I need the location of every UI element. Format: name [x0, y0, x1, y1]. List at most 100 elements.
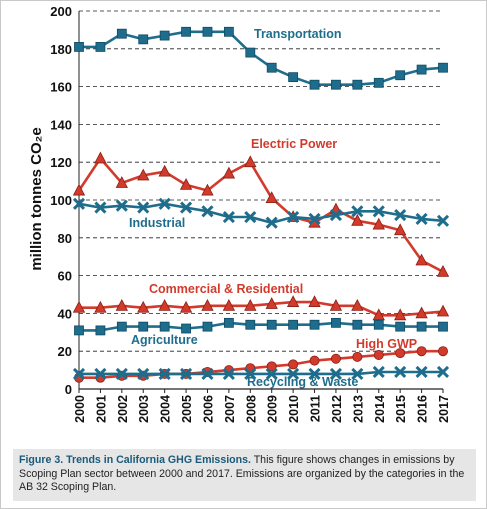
- recycling-waste-point: [415, 365, 428, 379]
- y-tick-label: 160: [50, 80, 72, 95]
- agriculture-point: [438, 321, 448, 332]
- commercial-residential-point: [415, 306, 428, 319]
- x-marker-stroke: [394, 365, 407, 379]
- industrial-point: [287, 210, 300, 224]
- x-marker-stroke: [265, 216, 278, 229]
- transportation-point: [138, 34, 149, 45]
- x-tick-label: 2001: [94, 395, 108, 423]
- recycling-waste-point: [137, 367, 150, 380]
- x-tick-label: 2002: [116, 395, 130, 423]
- caption-lead: Figure 3. Trends in California GHG Emiss…: [19, 454, 251, 466]
- transportation-point: [288, 72, 299, 83]
- electric-power-point: [394, 223, 407, 236]
- x-marker-stroke: [244, 210, 257, 224]
- x-tick-label: 2009: [266, 395, 280, 423]
- x-tick-label: 2003: [137, 395, 151, 423]
- x-marker-stroke: [158, 367, 171, 380]
- commercial-residential-point: [158, 298, 171, 311]
- agriculture-line: [79, 321, 443, 332]
- y-tick-label: 120: [50, 155, 72, 170]
- x-tick-label: 2005: [180, 395, 194, 423]
- recycling-waste-point: [244, 367, 257, 380]
- industrial-point: [394, 209, 407, 222]
- recycling-waste-label: Recycling & Waste: [247, 375, 358, 389]
- y-tick-label: 140: [50, 117, 72, 132]
- commercial-residential-point: [179, 300, 193, 313]
- y-tick-label: 60: [58, 269, 72, 284]
- x-marker-stroke: [72, 367, 86, 380]
- electric-power-point: [372, 217, 385, 230]
- y-tick-label: 200: [50, 4, 72, 19]
- x-marker-stroke: [137, 367, 150, 380]
- industrial-point: [115, 199, 128, 212]
- agriculture-point: [266, 319, 277, 330]
- x-tick-label: 2016: [416, 395, 430, 423]
- transportation-point: [266, 62, 277, 73]
- industrial-label: Industrial: [129, 216, 185, 230]
- recycling-waste-point: [179, 367, 193, 380]
- y-tick-label: 40: [58, 306, 72, 321]
- agriculture-point: [159, 321, 170, 332]
- high-gwp-point: [395, 348, 406, 359]
- x-tick-label: 2011: [309, 395, 323, 422]
- electric-power-point: [158, 164, 171, 177]
- electric-power-point: [351, 213, 364, 226]
- commercial-residential-point: [372, 308, 385, 321]
- transportation-point: [309, 79, 320, 90]
- x-tick-label: 2008: [244, 395, 258, 423]
- x-marker-stroke: [351, 205, 364, 218]
- x-marker-stroke: [115, 367, 128, 380]
- agriculture-point: [223, 317, 234, 328]
- high-gwp-point: [288, 359, 299, 370]
- recycling-waste-point: [94, 367, 107, 380]
- commercial-residential-point: [94, 300, 107, 313]
- y-tick-label: 80: [58, 231, 72, 246]
- recycling-waste-point: [372, 365, 385, 379]
- industrial-point: [351, 205, 364, 218]
- recycling-waste-point: [351, 367, 364, 380]
- transportation-point: [223, 26, 234, 37]
- x-marker-stroke: [137, 201, 150, 214]
- x-marker-stroke: [372, 365, 385, 379]
- x-marker-stroke: [351, 367, 364, 380]
- x-tick-label: 2004: [159, 395, 173, 423]
- x-marker-stroke: [222, 210, 235, 224]
- x-marker-stroke: [287, 210, 300, 224]
- x-marker-stroke: [115, 199, 128, 212]
- y-axis-label: million tonnes CO₂e: [28, 127, 45, 270]
- agriculture-point: [288, 319, 299, 330]
- recycling-waste-point: [201, 367, 214, 380]
- industrial-point: [372, 205, 385, 218]
- x-marker-stroke: [415, 365, 428, 379]
- industrial-point: [222, 210, 235, 224]
- agriculture-point: [331, 317, 341, 328]
- recycling-waste-point: [265, 367, 278, 380]
- commercial-residential-point: [201, 298, 214, 311]
- x-tick-label: 2006: [201, 395, 215, 423]
- recycling-waste-point: [287, 367, 300, 380]
- recycling-waste-point: [158, 367, 171, 380]
- electric-power-point: [94, 151, 107, 164]
- x-marker-stroke: [244, 367, 257, 380]
- agriculture-point: [181, 323, 191, 334]
- x-marker-stroke: [415, 212, 428, 225]
- transportation-point: [159, 30, 170, 41]
- recycling-waste-point: [308, 367, 321, 380]
- x-marker-stroke: [179, 367, 193, 380]
- x-marker-stroke: [94, 367, 107, 380]
- high-gwp-point: [373, 349, 384, 360]
- x-tick-label: 2010: [287, 395, 301, 423]
- transportation-point: [352, 79, 363, 90]
- x-marker-stroke: [308, 212, 321, 225]
- commercial-residential-point: [286, 295, 300, 307]
- recycling-waste-point: [394, 365, 407, 379]
- high-gwp-point: [330, 353, 341, 364]
- commercial-residential-point: [137, 300, 150, 313]
- agriculture-point: [74, 325, 84, 336]
- transportation-point: [331, 79, 341, 90]
- electric-power-point: [72, 183, 86, 196]
- x-marker-stroke: [329, 367, 343, 380]
- recycling-waste-point: [222, 367, 235, 380]
- electric-power-label: Electric Power: [251, 137, 337, 151]
